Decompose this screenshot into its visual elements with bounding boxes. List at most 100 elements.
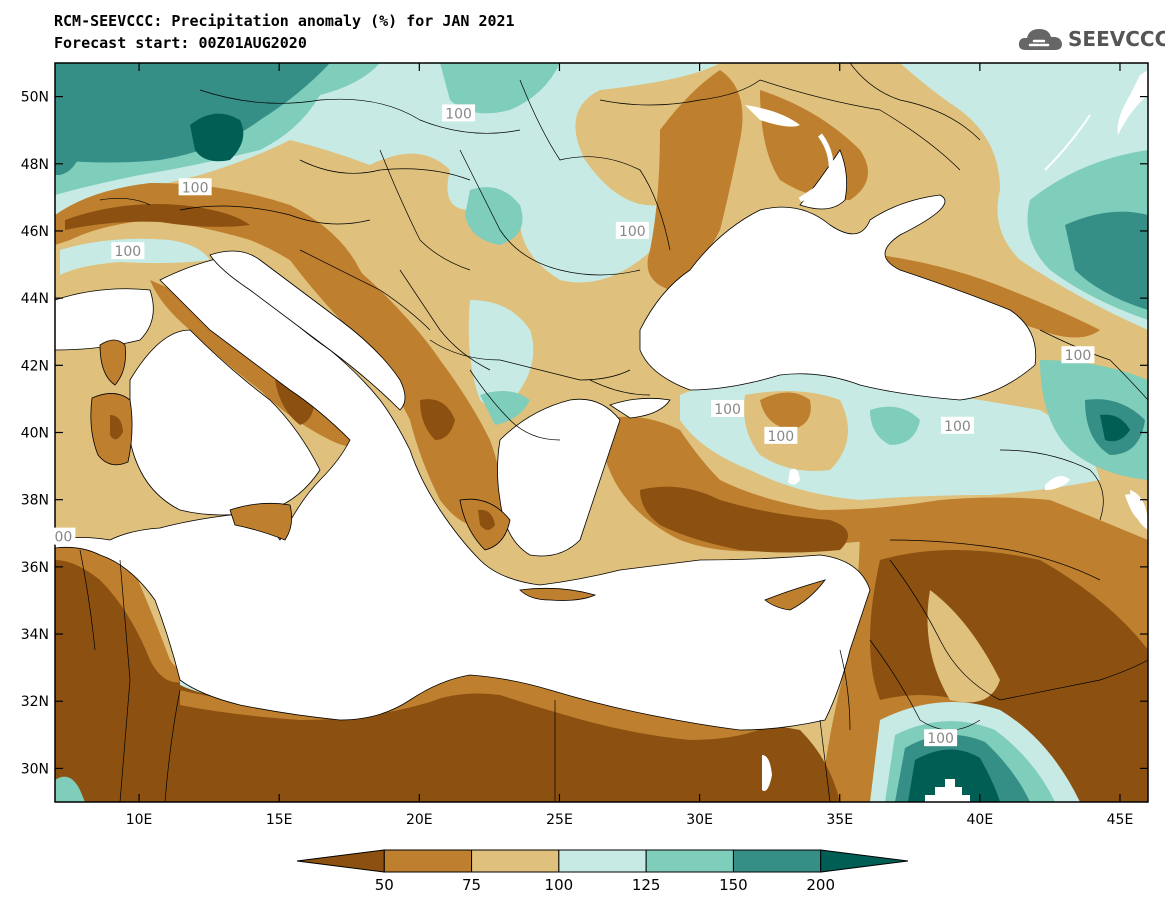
arabia-white-patch [925,779,970,802]
colorbar-label: 100 [545,876,574,894]
lake-van [1045,476,1070,490]
anomaly-zone-above200-arabia [908,749,1000,802]
lat-tick-label: 42N [21,358,49,374]
colorbar-segment [645,849,734,873]
dnieper-river [798,133,834,203]
contour-label: 00 [54,530,72,546]
colorbar-label: 150 [719,876,748,894]
contour-label-bg [178,178,212,196]
latitude-axis: 30N 32N 34N 36N 38N 40N 42N 44N 46N 48N 50N [21,90,1148,777]
mediterranean-sea [55,257,871,731]
contour-label: 100 [714,402,741,418]
contour-label: 100 [114,244,141,260]
anomaly-zone-50-75-caucasus [880,255,1100,338]
corsica [99,339,126,386]
anomaly-zone-50-75-libya [180,670,770,740]
crete [519,587,597,601]
colorbar-segment [558,849,647,873]
contour-label-bg [711,399,745,417]
lat-tick-label: 50N [21,90,49,106]
anomaly-zone-125-150-thrace [480,391,530,425]
contour-label: 100 [1065,348,1092,364]
lon-tick-label: 40E [967,812,994,828]
colorbar-arrow-low [296,849,385,873]
contour-label: 100 [445,106,472,122]
contour-label: 100 [182,180,209,196]
contour-label: 100 [767,429,794,445]
longitude-axis: 10E 15E 20E 25E 30E 35E 40E 45E [126,63,1134,828]
anomaly-zone-125-150-anatolia [870,406,920,445]
colorbar-arrow-high [820,849,909,873]
sicily [229,502,293,541]
anomaly-zone-below50-alps [65,204,250,230]
anomaly-zone-above200-kars [1100,414,1130,442]
map-title: RCM-SEEVCCC: Precipitation anomaly (%) f… [54,12,515,30]
colorbar-label: 50 [375,876,394,894]
colorbar-segment [732,849,822,873]
anomaly-zone-125-150-poland [440,63,560,114]
cloud-icon [1018,29,1062,50]
anomaly-zone-below50-balkans [420,399,455,440]
anomaly-zone-100-125-bulgaria [468,300,534,408]
anomaly-zone-150-200 [55,63,330,163]
lon-tick-label: 30E [686,812,713,828]
dnieper-reservoir [745,105,800,127]
lon-tick-label: 45E [1107,812,1134,828]
lon-tick-label: 25E [546,812,573,828]
contour-label: 100 [927,731,954,747]
seevccc-logo: SEEVCCC [1016,24,1165,54]
forecast-start: Forecast start: 00Z01AUG2020 [54,34,307,52]
lon-tick-label: 35E [826,812,853,828]
lat-tick-label: 44N [21,291,49,307]
anomaly-zone-150-200-east [1065,211,1148,310]
contour-label-bg [940,416,974,434]
colorbar-label: 125 [632,876,661,894]
contour-label-bg [1061,346,1095,364]
cyprus [764,579,827,611]
anomaly-zone-50-75-tunisia [55,538,190,683]
contour-label-bg [442,104,476,122]
contour-label: 100 [619,224,646,240]
lat-tick-label: 34N [21,627,49,643]
colorbar-label: 200 [806,876,835,894]
anomaly-zone-125-150-tunisia-w [55,776,85,802]
lake-tuz [788,468,800,485]
sea-of-marmara [609,397,671,419]
anomaly-zone-125-150-hungary [465,187,523,245]
lon-tick-label: 15E [266,812,293,828]
lat-tick-label: 32N [21,694,49,710]
lat-tick-label: 36N [21,560,49,576]
contour-label: 100 [944,419,971,435]
logo-text: SEEVCCC [1068,27,1165,51]
caspian-white [1125,494,1145,521]
contour-label-bg [615,221,649,239]
anomaly-zone-below50-anatolia [640,486,848,553]
lon-tick-label: 10E [126,812,153,828]
lat-tick-label: 30N [21,761,49,777]
adriatic-sea [209,250,406,411]
ligurian-sea [55,288,154,351]
anomaly-zone-50-75-ukraine [647,70,743,290]
colorbar: 50 75 100 125 150 200 [296,849,909,894]
anomaly-zone-below50-nafrica [55,545,840,802]
contour-label-bg [51,527,76,545]
volga-patch [1117,70,1148,135]
anomaly-zone-150-200-west [55,121,85,175]
sardinia-core [110,415,123,440]
lon-tick-label: 20E [406,812,433,828]
tyrrhenian-sea [129,329,321,516]
lat-tick-label: 38N [21,493,49,509]
aegean-sea [497,398,621,557]
lat-tick-label: 48N [21,157,49,173]
dead-sea [762,755,772,791]
colorbar-segment [383,849,473,873]
contour-label-bg [924,729,958,747]
peloponnese-core [478,509,495,530]
contour-labels: 100 100 100 100 100 100 100 100 100 00 [51,104,1095,747]
black-sea [639,194,1037,401]
colorbar-label: 75 [462,876,481,894]
anomaly-zone-75-100-jordan [927,590,1000,703]
volga-river [1044,114,1091,171]
colorbar-segment [471,849,560,873]
